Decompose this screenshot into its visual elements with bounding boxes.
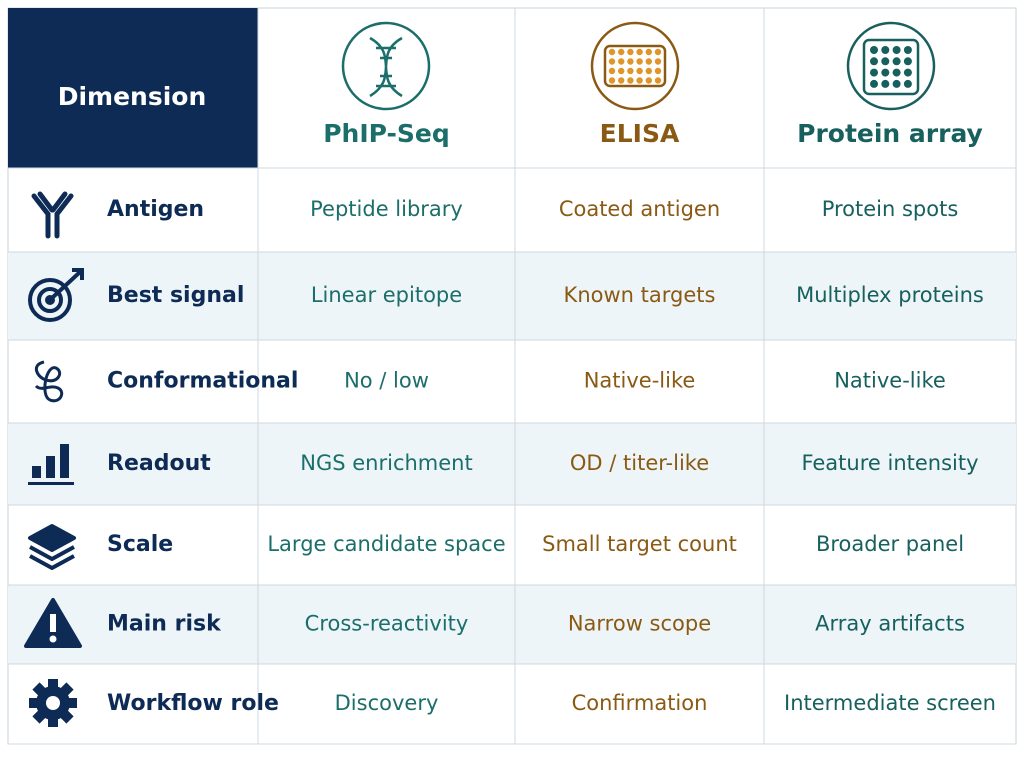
- cell-text: Protein spots: [822, 197, 959, 221]
- cell-text: NGS enrichment: [300, 451, 472, 475]
- spot: [881, 57, 890, 66]
- well: [636, 58, 643, 65]
- row-label: Scale: [107, 532, 173, 557]
- row-label: Best signal: [107, 283, 244, 308]
- row-label: Antigen: [107, 197, 204, 222]
- cell-text: No / low: [344, 369, 429, 393]
- bars-icon: [28, 444, 74, 485]
- well: [608, 67, 616, 75]
- cell-text: Native-like: [834, 369, 946, 393]
- cell-text: Intermediate screen: [784, 691, 996, 715]
- well: [627, 67, 634, 75]
- array-icon: [846, 21, 936, 111]
- column-header: ELISA: [600, 119, 680, 148]
- spot: [881, 79, 890, 88]
- well: [654, 77, 662, 84]
- cell-text: Array artifacts: [815, 612, 965, 636]
- well: [618, 48, 625, 56]
- well: [608, 58, 616, 65]
- cell-text: OD / titer-like: [570, 451, 709, 475]
- row-band: [8, 423, 1016, 505]
- well: [618, 67, 625, 75]
- row-band: [8, 585, 1016, 664]
- spot: [870, 68, 878, 77]
- cell-text: Narrow scope: [568, 612, 711, 636]
- well: [608, 77, 616, 84]
- cell-text: Multiplex proteins: [796, 283, 984, 307]
- column-header: Protein array: [797, 119, 983, 148]
- spot: [903, 79, 912, 88]
- well: [645, 58, 652, 65]
- well: [654, 58, 662, 65]
- elisa-icon: [590, 21, 680, 111]
- cell-text: Small target count: [542, 532, 737, 556]
- dna-icon: [341, 21, 431, 111]
- spot: [892, 79, 901, 88]
- cell-text: Discovery: [335, 691, 439, 715]
- well: [627, 77, 634, 84]
- cell-text: Linear epitope: [311, 283, 462, 307]
- cell-text: Cross-reactivity: [305, 612, 469, 636]
- spot: [870, 57, 878, 66]
- cell-text: Broader panel: [816, 532, 964, 556]
- row-label: Workflow role: [107, 691, 279, 716]
- layers-icon: [28, 524, 76, 570]
- cell-text: Known targets: [564, 283, 716, 307]
- row-label: Readout: [107, 451, 211, 476]
- antibody-icon: [31, 191, 74, 239]
- cell-text: Large candidate space: [267, 532, 505, 556]
- spot: [881, 46, 890, 54]
- spot: [892, 46, 901, 54]
- header-corner: [8, 8, 258, 168]
- well: [654, 67, 662, 75]
- well: [608, 48, 616, 56]
- cell-text: Confirmation: [572, 691, 708, 715]
- gear-icon: [29, 679, 77, 727]
- row-label: Conformational: [107, 369, 298, 394]
- row-label: Main risk: [107, 612, 222, 637]
- spot: [892, 68, 901, 77]
- well: [636, 67, 643, 75]
- target-icon: [28, 268, 84, 322]
- well: [627, 58, 634, 65]
- well: [645, 67, 652, 75]
- spot: [870, 46, 878, 54]
- spot: [870, 79, 878, 88]
- spot: [903, 68, 912, 77]
- spot: [881, 68, 890, 77]
- well: [654, 48, 662, 56]
- row-bands: [8, 252, 1016, 664]
- cell-text: Feature intensity: [801, 451, 978, 475]
- well: [636, 77, 643, 84]
- row-band: [8, 252, 1016, 340]
- well: [618, 77, 625, 84]
- well: [627, 48, 634, 56]
- well: [618, 58, 625, 65]
- fold-icon: [34, 360, 64, 403]
- spot: [903, 57, 912, 66]
- well: [645, 77, 652, 84]
- spot: [892, 57, 901, 66]
- warning-icon: [24, 598, 82, 648]
- cell-text: Coated antigen: [559, 197, 720, 221]
- dimension-header: Dimension: [58, 82, 207, 111]
- cell-text: Peptide library: [310, 197, 463, 221]
- spot: [903, 46, 912, 54]
- well: [636, 48, 643, 56]
- well: [645, 48, 652, 56]
- column-header: PhIP-Seq: [323, 119, 450, 148]
- cell-text: Native-like: [584, 369, 696, 393]
